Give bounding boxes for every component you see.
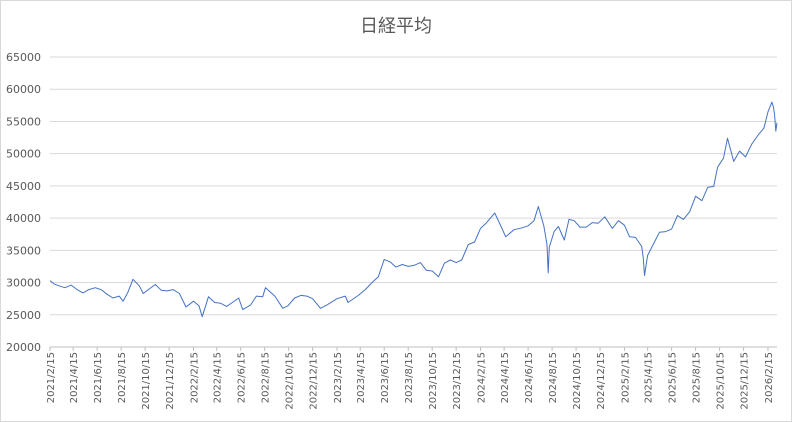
x-tick-label: 2025/8/15 — [692, 352, 703, 403]
x-tick-label: 2021/8/15 — [117, 352, 128, 403]
x-tick-label: 2021/10/15 — [141, 352, 152, 410]
y-tick-label: 45000 — [6, 180, 41, 193]
chart-title: 日経平均 — [360, 16, 432, 37]
y-tick-label: 35000 — [6, 244, 41, 257]
y-tick-label: 65000 — [6, 51, 41, 64]
y-tick-label: 60000 — [6, 83, 41, 96]
x-tick-label: 2022/6/15 — [237, 352, 248, 403]
x-tick-label: 2024/12/15 — [596, 352, 607, 410]
y-tick-label: 55000 — [6, 115, 41, 128]
y-tick-label: 25000 — [6, 309, 41, 322]
x-tick-label: 2022/4/15 — [213, 352, 224, 403]
x-tick-label: 2023/6/15 — [380, 352, 391, 403]
series-group — [49, 101, 778, 318]
x-tick-label: 2023/4/15 — [356, 352, 367, 403]
x-tick-label: 2025/2/15 — [620, 352, 631, 403]
x-tick-label: 2024/4/15 — [500, 352, 511, 403]
y-tick-label: 40000 — [6, 212, 41, 225]
x-tick-label: 2024/6/15 — [524, 352, 535, 403]
x-tick-label: 2022/2/15 — [190, 352, 201, 403]
gridlines — [50, 56, 777, 348]
y-tick-label: 20000 — [6, 341, 41, 354]
x-tick-label: 2022/12/15 — [309, 352, 320, 410]
x-tick-label: 2021/12/15 — [165, 352, 176, 410]
x-tick-label: 2023/2/15 — [333, 352, 344, 403]
series-line-0 — [49, 101, 778, 318]
x-tick-label: 2025/6/15 — [668, 352, 679, 403]
x-tick-label: 2025/12/15 — [740, 352, 751, 410]
x-tick-label: 2022/10/15 — [285, 352, 296, 410]
x-tick-label: 2025/4/15 — [644, 352, 655, 403]
x-tick-label: 2022/8/15 — [261, 352, 272, 403]
x-axis: 2021/2/15 2021/4/15 2021/6/15 2021/8/15 2021… — [46, 346, 777, 410]
y-tick-label: 50000 — [6, 148, 41, 161]
x-tick-label: 2024/8/15 — [548, 352, 559, 403]
x-tick-label: 2023/10/15 — [428, 352, 439, 410]
x-tick-label: 2021/2/15 — [46, 352, 57, 403]
x-tick-label: 2024/10/15 — [572, 352, 583, 410]
y-axis: 20000 25000 30000 35000 40000 45000 50000 55000… — [6, 51, 41, 354]
x-tick-label: 2021/4/15 — [69, 352, 80, 403]
x-tick-label: 2024/2/15 — [477, 352, 488, 403]
x-tick-label: 2023/8/15 — [404, 352, 415, 403]
x-tick-label: 2023/12/15 — [452, 352, 463, 410]
x-tick-label: 2026/2/15 — [764, 352, 775, 403]
x-tick-label: 2025/10/15 — [716, 352, 727, 410]
x-tick-label: 2021/6/15 — [93, 352, 104, 403]
y-tick-label: 30000 — [6, 277, 41, 290]
